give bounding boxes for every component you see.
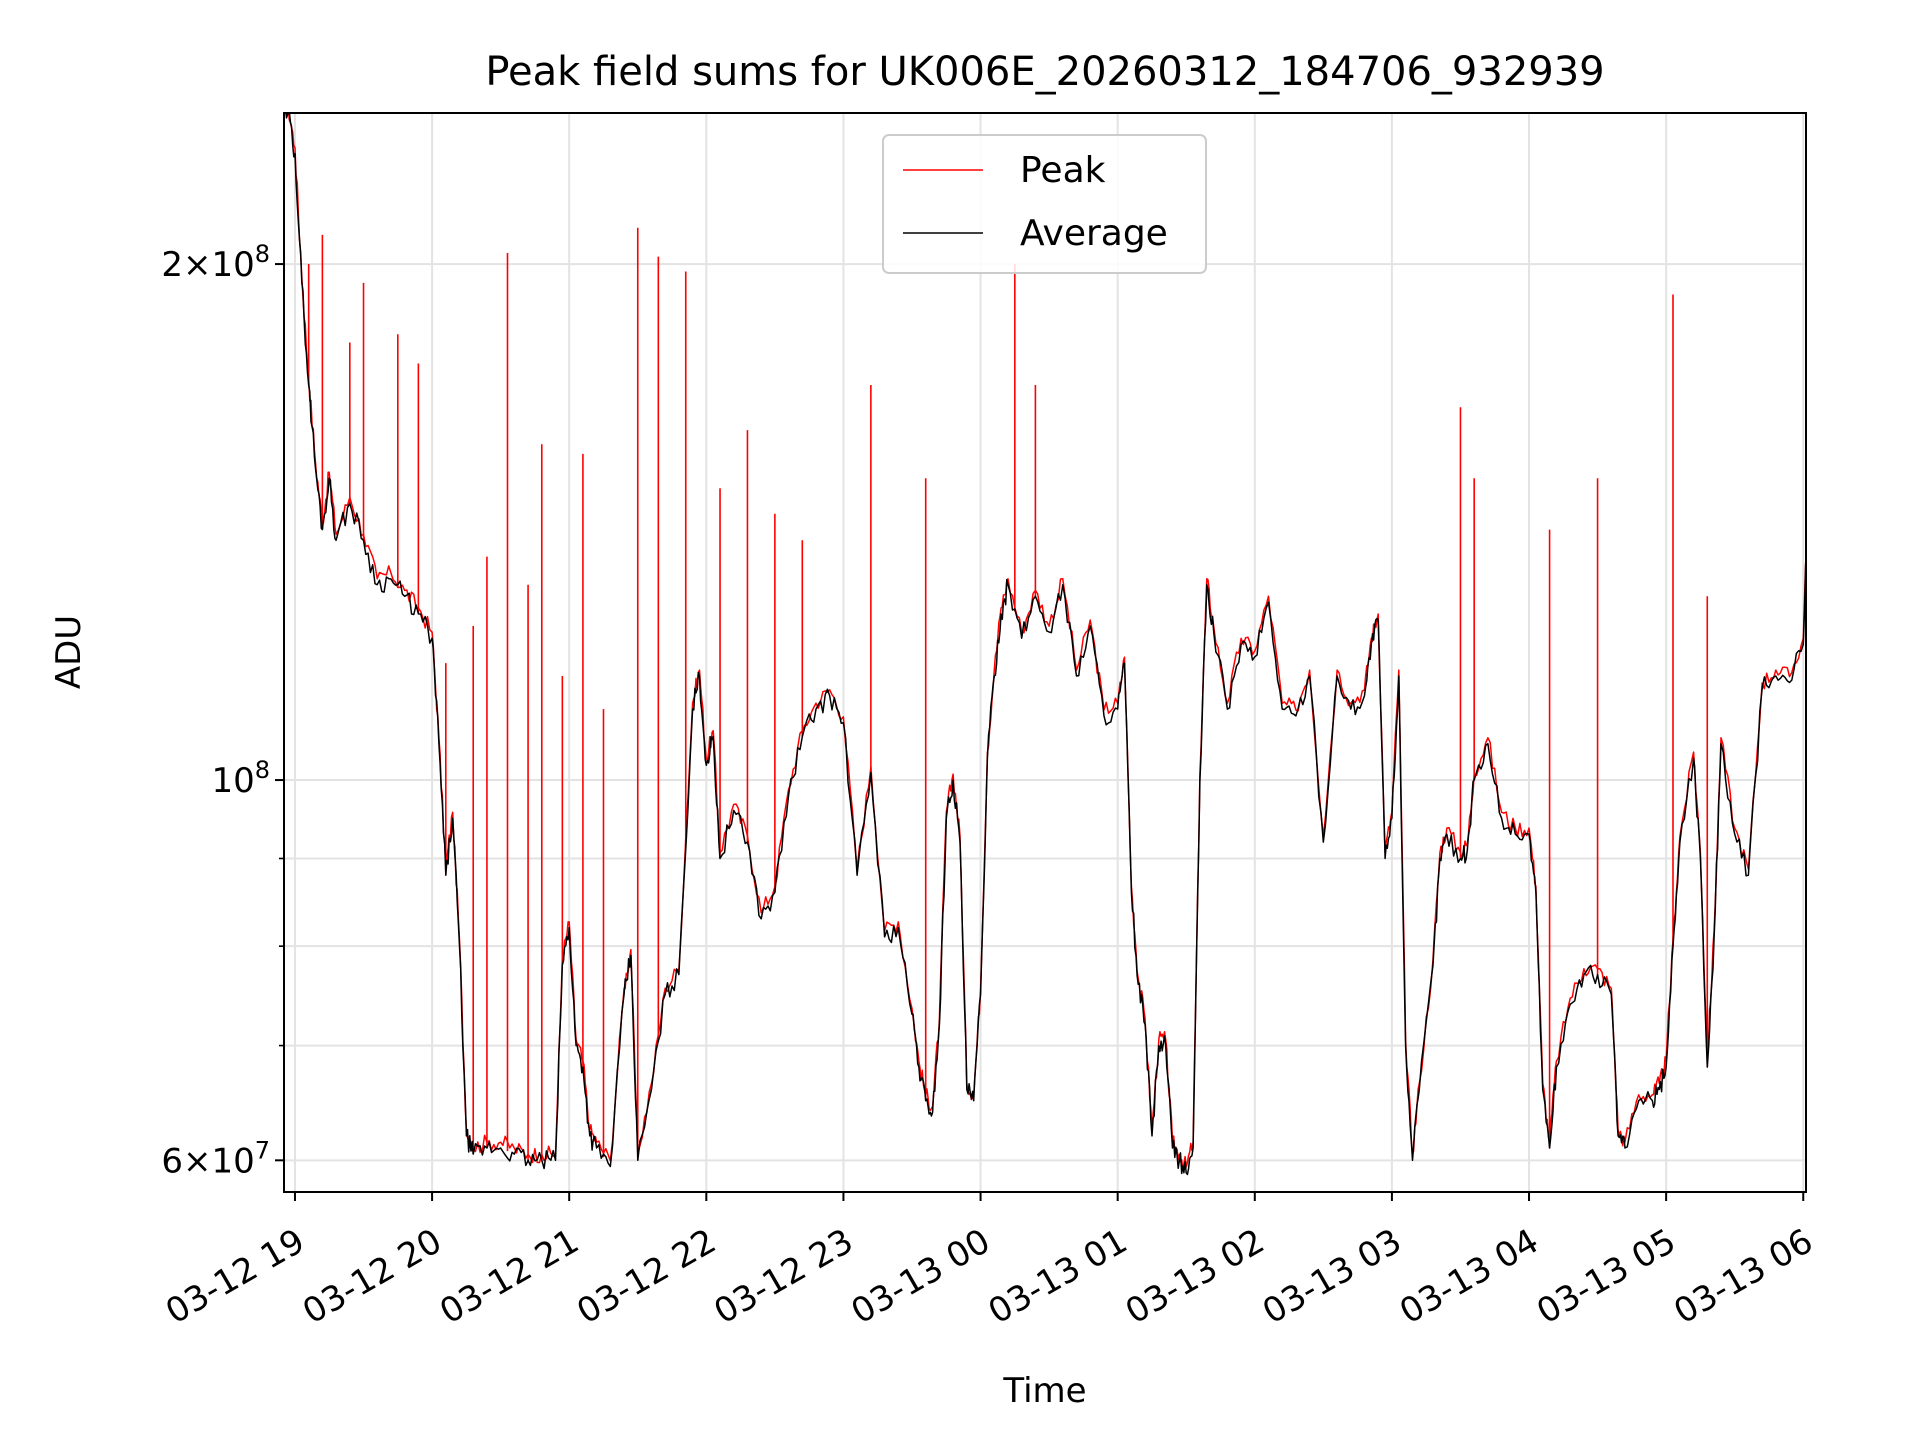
y-axis-label: ADU: [49, 615, 89, 689]
average-series-layer: [285, 113, 1806, 1176]
plot-frame: [283, 112, 1807, 1193]
y-tick-label: 6×107: [161, 1136, 270, 1181]
chart-title: Peak field sums for UK006E_20260312_1847…: [485, 49, 1604, 95]
y-tick-exponent: 7: [255, 1136, 270, 1164]
legend-average-label: Average: [1020, 213, 1168, 254]
y-tick-label: 2×108: [161, 240, 270, 285]
average-series-line: [285, 113, 1806, 1176]
peak-series-line: [284, 113, 1806, 1170]
plot-area: [284, 113, 1806, 1176]
x-axis-label: Time: [1002, 1371, 1086, 1411]
peak-series-layer: [284, 113, 1806, 1170]
legend-peak-label: Peak: [1020, 150, 1106, 191]
legend: Peak Average: [882, 134, 1207, 274]
y-tick-exponent: 8: [255, 756, 270, 784]
y-tick-exponent: 8: [255, 240, 270, 268]
